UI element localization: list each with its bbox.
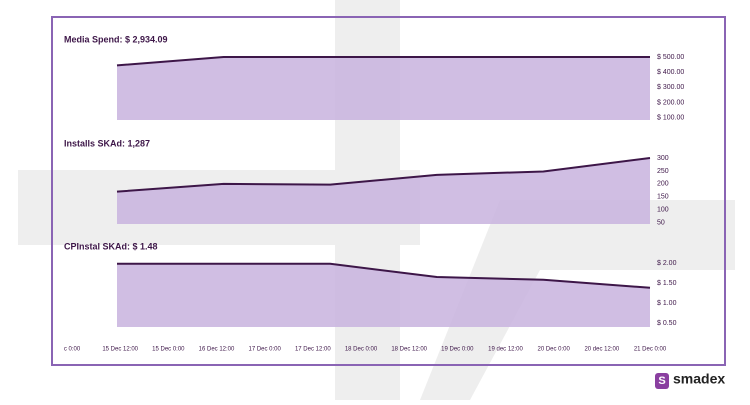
y-tick-label: $ 300.00 [657, 84, 684, 91]
x-tick-label: 17 Dec 12:00 [295, 347, 331, 353]
x-tick-label: 18 Dec 0:00 [345, 347, 378, 353]
x-tick-label: 20 Dec 0:00 [537, 347, 570, 353]
brand: smadex [673, 371, 725, 387]
logo: S smadex [655, 371, 725, 389]
y-tick-label: $ 400.00 [657, 69, 684, 76]
x-tick-label: 20 dec 12:00 [584, 347, 619, 353]
y-tick-label: 200 [657, 181, 669, 188]
svg-text:S: S [658, 375, 665, 387]
y-tick-label: $ 200.00 [657, 99, 684, 106]
y-tick-label: $ 2.00 [657, 260, 677, 267]
x-tick-label: c 0:00 [64, 347, 81, 353]
y-tick-label: 50 [657, 220, 665, 227]
area [117, 57, 650, 120]
y-tick-label: $ 1.00 [657, 300, 677, 307]
y-tick-label: 100 [657, 207, 669, 214]
frame [51, 16, 726, 366]
x-tick-label: 16 Dec 12:00 [199, 347, 235, 353]
y-tick-label: 300 [657, 155, 669, 162]
y-tick-label: $ 0.50 [657, 320, 677, 327]
chart-title: Installs SKAd: 1,287 [64, 138, 150, 148]
y-tick-label: $ 100.00 [657, 115, 684, 122]
line [117, 262, 651, 289]
chart-title: Media Spend: $ 2,934.09 [64, 34, 168, 44]
x-tick-label: 21 Dec 0:00 [634, 347, 667, 353]
x-tick-label: 17 Dec 0:00 [248, 347, 281, 353]
y-tick-label: $ 500.00 [657, 54, 684, 61]
y-tick-label: 250 [657, 168, 669, 175]
area [117, 263, 650, 327]
y-tick-label: $ 1.50 [657, 280, 677, 287]
chart-title: CPInstal SKAd: $ 1.48 [64, 241, 158, 251]
x-tick-label: 19 Dec 0:00 [441, 347, 474, 353]
y-tick-label: 150 [657, 194, 669, 201]
area [117, 158, 650, 224]
line [116, 56, 650, 67]
x-tick-label: 15 Dec 12:00 [102, 347, 138, 353]
x-tick-label: 15 Dec 0:00 [152, 347, 185, 353]
x-tick-label: 19 dec 12:00 [488, 347, 523, 353]
x-tick-label: 18 Dec 12:00 [391, 347, 427, 353]
line [116, 157, 651, 193]
